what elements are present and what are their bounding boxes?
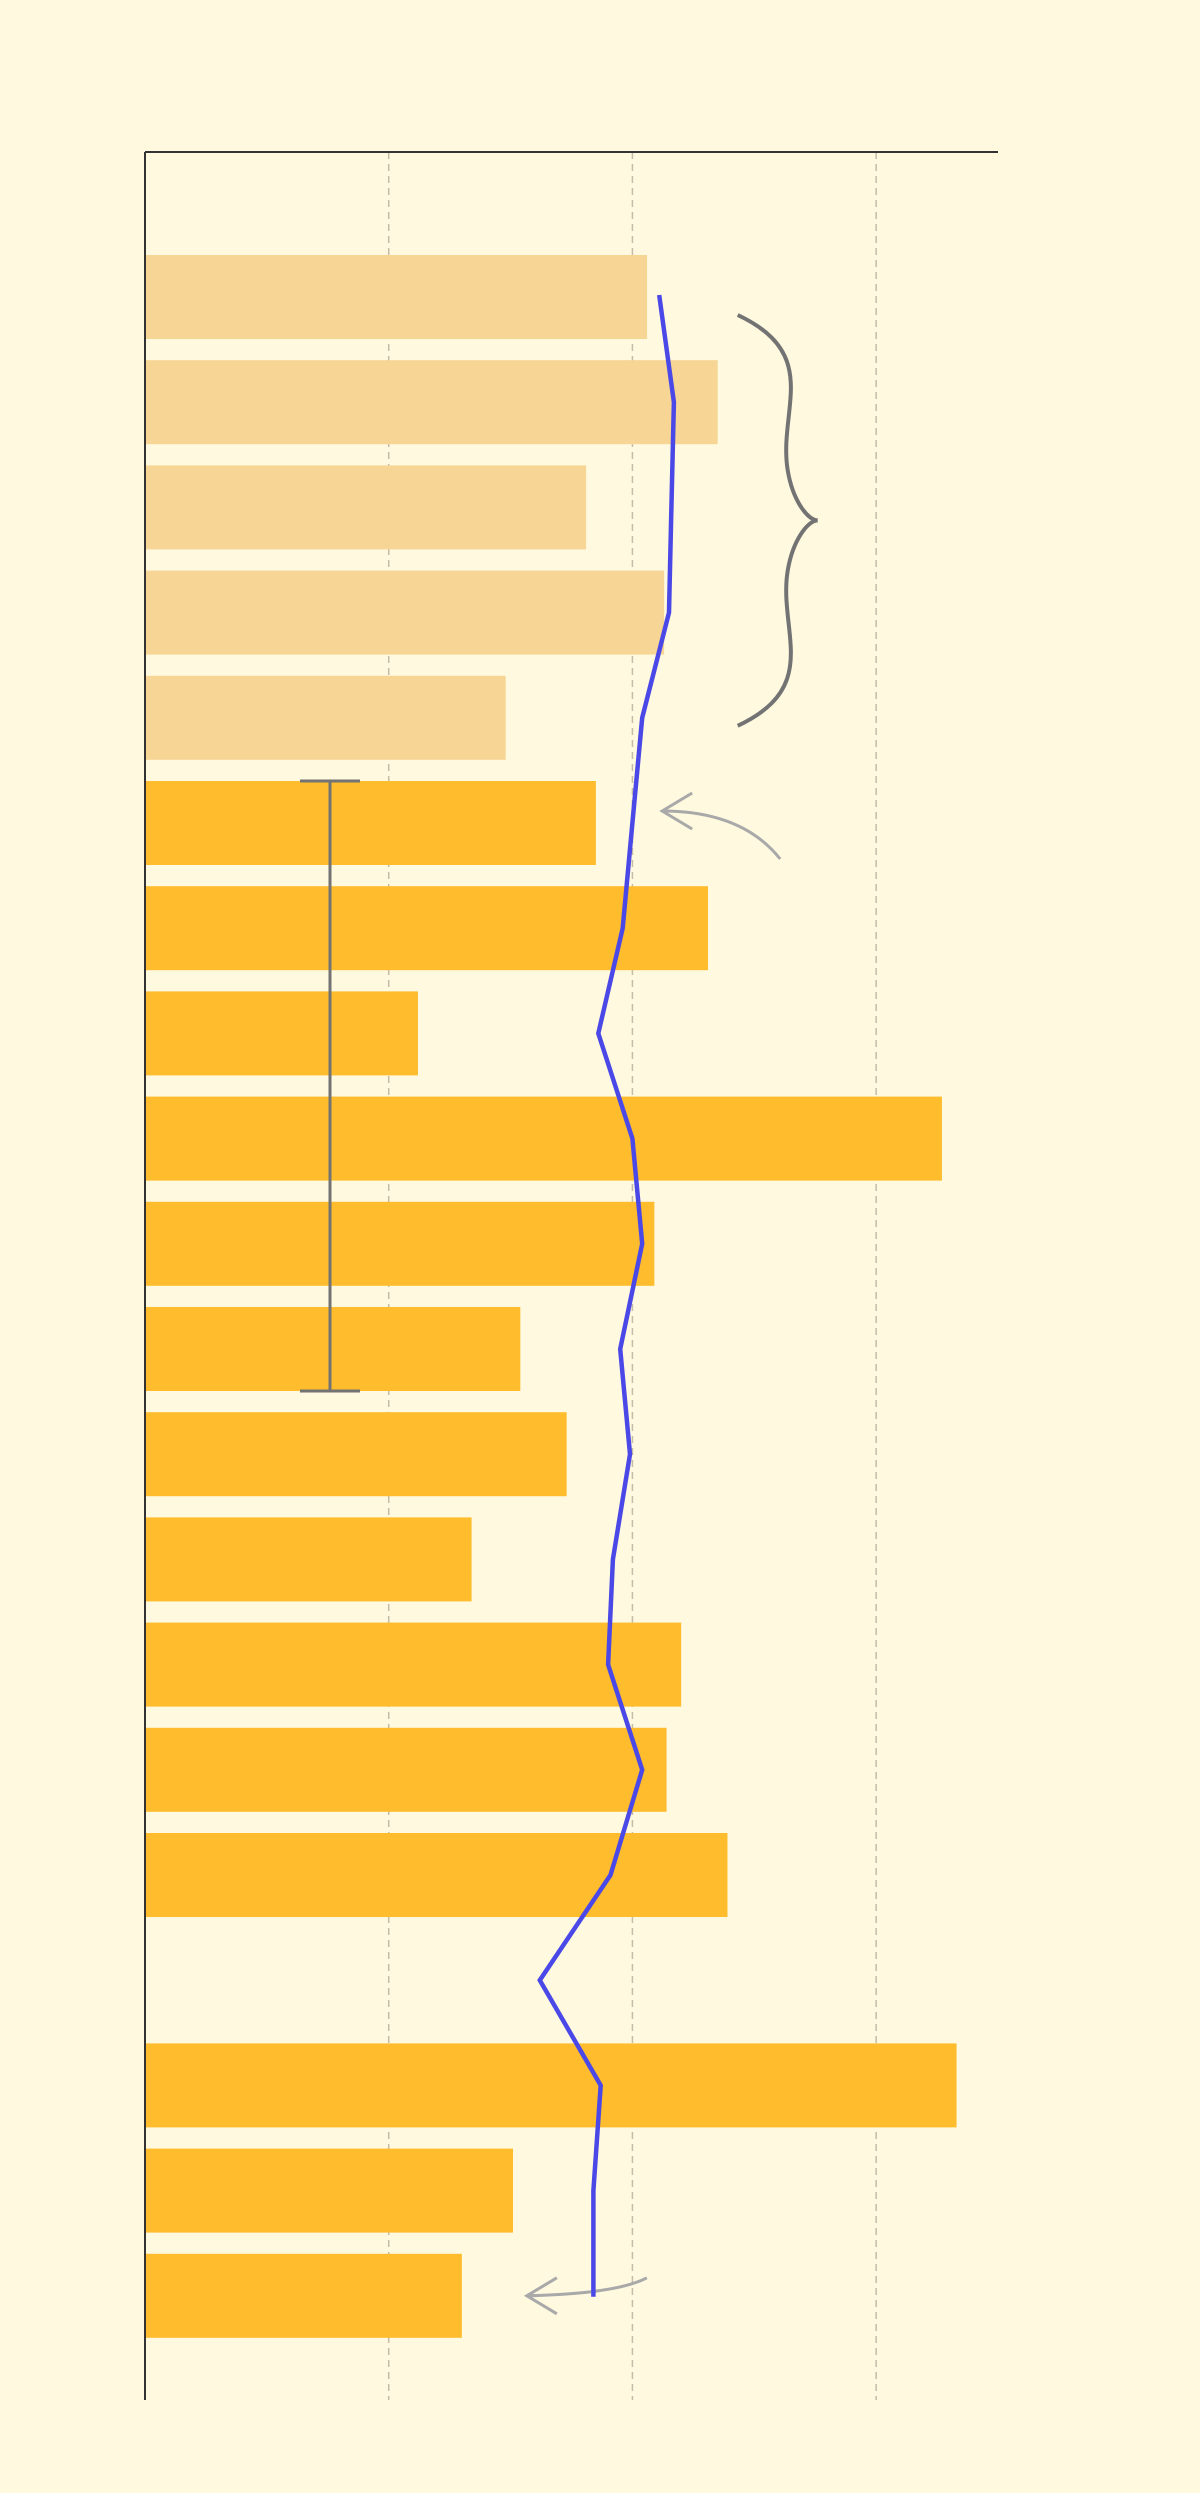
bar <box>145 1517 472 1601</box>
bar <box>145 360 718 444</box>
bar <box>145 255 647 339</box>
bar <box>145 571 664 655</box>
bar <box>145 1728 667 1812</box>
bar <box>145 2254 462 2338</box>
bar <box>145 1202 654 1286</box>
arrow <box>662 811 780 859</box>
bar <box>145 2149 513 2233</box>
bar <box>145 465 586 549</box>
bars <box>145 255 957 2338</box>
bar <box>145 781 596 865</box>
bar <box>145 1307 520 1391</box>
arrow <box>527 2278 647 2296</box>
bar <box>145 2043 957 2127</box>
brace <box>738 315 818 726</box>
bar <box>145 991 418 1075</box>
bar <box>145 1623 681 1707</box>
bar <box>145 676 506 760</box>
bar <box>145 1833 727 1917</box>
bar <box>145 1097 942 1181</box>
bar <box>145 1412 567 1496</box>
